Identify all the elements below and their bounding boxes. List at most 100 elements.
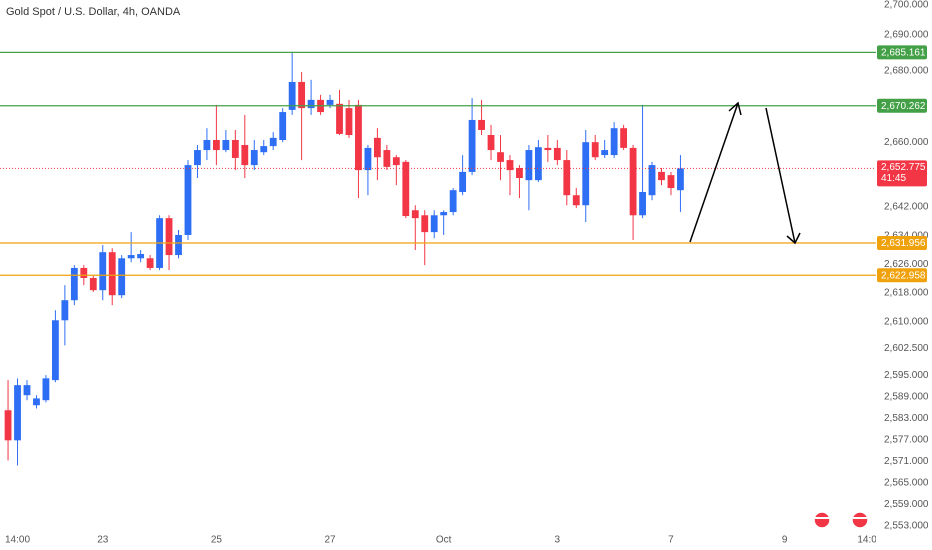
plot-area: 14:00 23 25 27 Oct 3 7 9 14:00 [0,51,882,546]
x-tick-label: 14:00 [5,535,30,546]
candle-body [4,410,12,441]
candle-body [449,190,457,213]
candle-body [383,150,391,167]
y-tick-label: 2,680.000 [884,65,929,76]
candle-body [373,137,381,158]
candle-body [392,157,400,166]
y-tick-label: 2,618.000 [884,288,929,299]
candle-body [610,128,618,156]
x-tick-label: 7 [668,535,674,546]
y-tick-label: 2,565.000 [884,478,929,489]
level-label: 2,685.161 [881,47,926,58]
y-tick-label: 2,610.000 [884,316,929,327]
x-tick-label: 9 [782,535,788,546]
candle-body [601,150,609,156]
candle-body [260,146,268,153]
candle-body [468,119,476,172]
candle-body [269,137,277,147]
x-tick-label: 23 [97,535,109,546]
candle-body [553,147,561,161]
candle-body [648,165,656,196]
countdown-label: 41:45 [881,173,906,184]
candle-body [497,152,504,162]
candle-body [421,215,429,233]
y-tick-label: 2,553.000 [884,521,929,532]
candle-body [89,277,97,291]
x-tick-label: Oct [436,535,452,546]
candle-body [146,258,154,268]
y-tick-label: 2,559.000 [884,499,929,510]
candle-body [430,215,438,233]
candle-body [231,140,239,158]
candle-body [165,218,173,256]
candle-body [667,175,675,189]
level-label-box [877,236,927,251]
candle-body [184,165,192,235]
y-tick-label: 2,589.000 [884,392,929,403]
arrow-up [689,102,739,243]
arrow-down [765,107,796,244]
flag-stripe [853,517,867,519]
event-flags [813,511,869,529]
level-label-box [877,98,927,113]
candle-body [250,150,258,166]
arrow-head [786,232,801,245]
candle-body [525,150,533,181]
arrow-head [728,101,742,116]
candle-body [33,398,40,406]
flag-stripe [815,517,829,519]
candle-body [345,108,353,135]
y-tick-label: 2,634.000 [884,230,929,241]
x-tick-label: 25 [211,535,223,546]
y-tick-label: 2,602.500 [884,343,929,354]
candle-body [459,171,467,192]
level-label-box [877,268,927,283]
price-axis: 2,700.000 2,690.000 2,680.000 2,660.000 2,64… [877,0,929,532]
candle-body [639,191,646,216]
candle-body [658,171,665,181]
flag [813,511,831,529]
candle-body [127,255,135,259]
candle-body [70,267,78,301]
x-tick-label: 14:00 [857,535,882,546]
candle-body [99,252,107,291]
candle-body [572,195,580,206]
candle-body [23,385,31,396]
chart-title: Gold Spot / U.S. Dollar, 4h, OANDA [6,6,181,18]
candle-body [175,234,182,256]
last-price-box [877,160,927,187]
candle-body [61,300,69,321]
candle-body [118,258,126,296]
candle-body [506,160,514,171]
candle-body [620,128,628,148]
candle-body [212,140,220,151]
candle-body [677,168,684,191]
level-label: 2,622.958 [881,270,926,281]
candle-body [194,150,201,166]
y-tick-label: 2,700.000 [884,0,929,11]
level-label: 2,670.262 [881,101,926,112]
candle-body [411,210,419,219]
candle-body [80,267,88,278]
candle-body [516,167,523,179]
candle-body [298,81,306,109]
candle-body [544,147,552,151]
y-tick-label: 2,595.000 [884,370,929,381]
level-label: 2,631.956 [881,238,926,249]
y-tick-label: 2,690.000 [884,30,929,41]
y-tick-label: 2,583.000 [884,413,929,424]
flag [851,511,869,529]
candle-body [402,161,410,216]
candle-body [582,142,590,206]
candle-body [51,320,59,381]
y-tick-label: 2,626.000 [884,259,929,270]
candle-body [14,385,21,441]
candle-body [478,119,485,130]
candle-body [203,140,211,151]
last-price-label: 2,652.775 [881,162,926,173]
y-tick-label: 2,660.000 [884,137,929,148]
candle-body [42,378,50,401]
candle-body [355,104,362,171]
